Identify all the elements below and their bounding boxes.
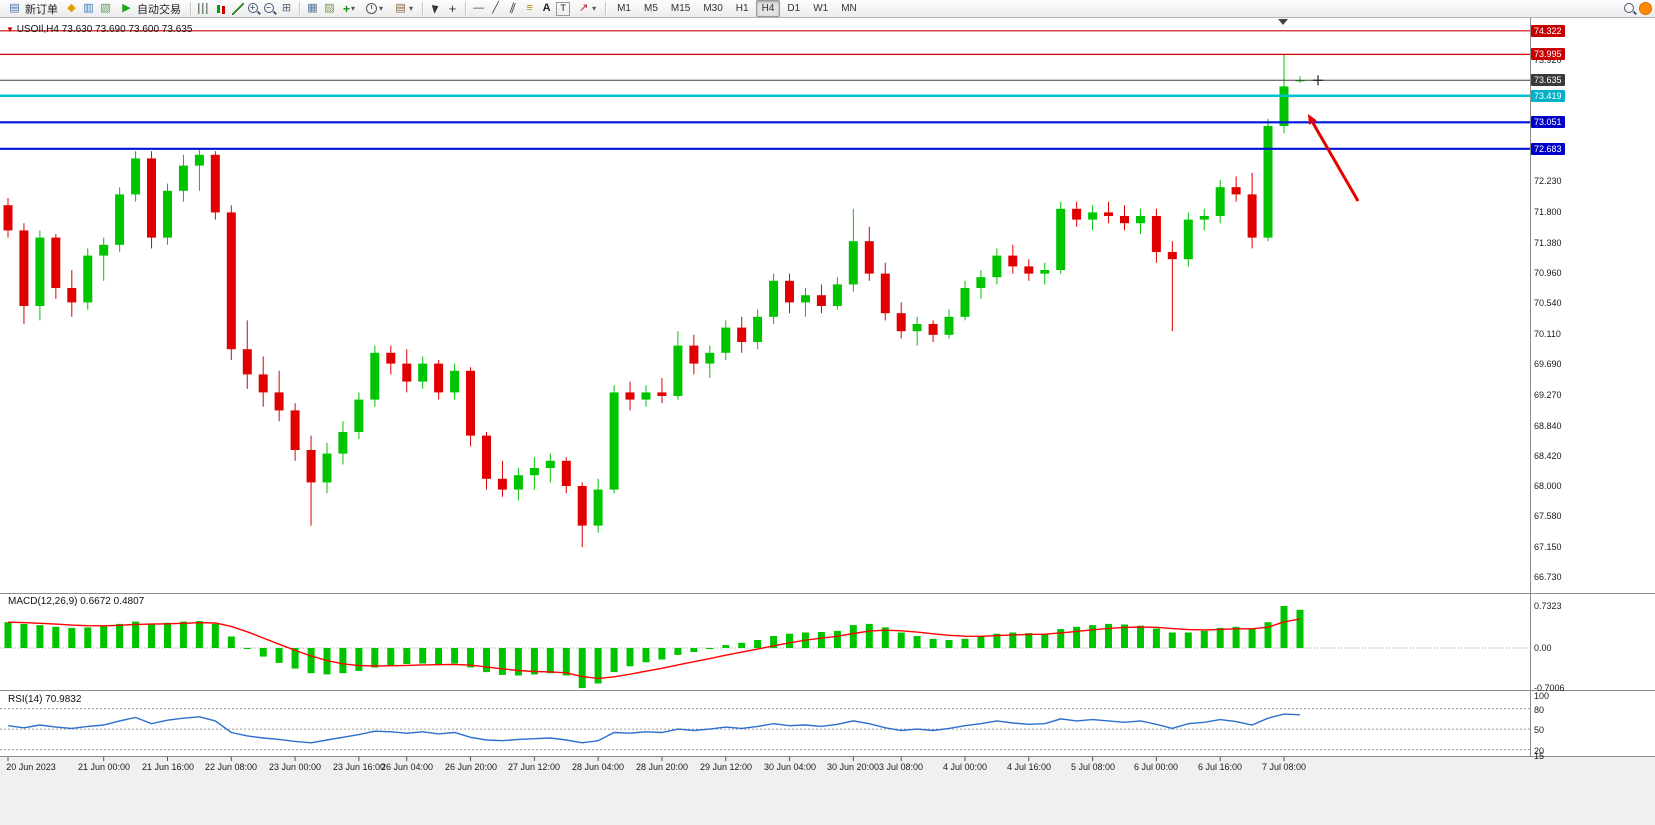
clock-icon xyxy=(365,2,378,15)
chevron-down-icon: ▾ xyxy=(409,4,414,13)
timeframe-button-W1[interactable]: W1 xyxy=(813,3,829,14)
timeframe-button-H4[interactable]: H4 xyxy=(755,0,781,17)
timeframe-button-group: M1 M5 M15 M30 H1 H4 D1 W1 MN xyxy=(611,0,863,17)
toolbar: ▤ 新订单 ◆ ▥ ▧ ▶ 自动交易 + − ⊞ ▦ ▨ + ▾ ▾ ▤ ▾ + xyxy=(0,0,1655,18)
timeframe-button-M30[interactable]: M30 xyxy=(703,3,723,14)
alerts-icon[interactable]: ◆ xyxy=(67,2,76,14)
text-tool-icon[interactable]: A xyxy=(542,2,551,14)
new-order-button[interactable]: ▤ 新订单 xyxy=(3,1,62,17)
text-label-tool-icon[interactable]: T xyxy=(556,1,571,16)
timeframe-button-M1[interactable]: M1 xyxy=(617,3,631,14)
templates-button[interactable]: ▤ ▾ xyxy=(389,1,417,17)
timeframe-button-M15[interactable]: M15 xyxy=(670,3,691,14)
auto-trading-button[interactable]: ▶ 自动交易 xyxy=(115,1,185,17)
level-lines[interactable] xyxy=(0,30,1530,150)
market-watch-icon[interactable]: ▥ xyxy=(83,2,94,14)
channel-tool-icon[interactable]: ∥ xyxy=(508,1,518,15)
horizontal-line-tool-icon[interactable]: — xyxy=(473,2,485,14)
toolbar-separator xyxy=(422,2,424,15)
toolbar-separator xyxy=(465,2,467,15)
arrow-tool-icon: ↗ xyxy=(578,2,589,14)
timeframe-button-MN[interactable]: MN xyxy=(841,3,857,14)
last-price-marker xyxy=(1313,75,1323,86)
cursor-tool-icon[interactable] xyxy=(428,1,443,16)
periods-button[interactable]: ▾ xyxy=(361,1,387,17)
candles xyxy=(3,54,1305,548)
charts-cascade-icon[interactable]: ▦ xyxy=(307,2,318,14)
profiles-icon[interactable]: ▨ xyxy=(324,2,335,14)
chevron-down-icon: ▾ xyxy=(379,4,384,13)
zoom-out-icon[interactable]: − xyxy=(263,2,277,16)
time-axis[interactable] xyxy=(0,757,1530,781)
auto-trading-play-icon: ▶ xyxy=(122,2,131,14)
indicators-add-button[interactable]: + ▾ xyxy=(339,1,359,17)
new-order-icon: ▤ xyxy=(9,2,20,14)
timeframe-button-H1[interactable]: H1 xyxy=(735,3,749,14)
chevron-down-icon: ▾ xyxy=(592,4,597,13)
candlestick-chart-mode-icon[interactable] xyxy=(213,1,228,16)
fibonacci-tool-icon[interactable]: ≡ xyxy=(526,2,533,14)
template-icon: ▤ xyxy=(395,2,406,14)
rsi-panel xyxy=(0,708,1530,751)
bar-chart-mode-icon[interactable] xyxy=(196,1,211,16)
search-icon[interactable] xyxy=(1623,2,1637,16)
new-order-label: 新订单 xyxy=(25,3,58,16)
tile-windows-icon[interactable]: ⊞ xyxy=(281,2,292,14)
navigator-icon[interactable]: ▧ xyxy=(100,2,111,14)
chevron-down-icon: ▾ xyxy=(351,4,356,13)
auto-trading-label: 自动交易 xyxy=(137,3,181,16)
panel-separators xyxy=(0,18,1655,757)
crosshair-tool-icon[interactable]: + xyxy=(448,1,457,16)
line-chart-mode-icon[interactable] xyxy=(230,1,245,16)
toolbar-separator xyxy=(605,2,607,15)
notification-icon[interactable] xyxy=(1639,2,1652,15)
arrows-tool-button[interactable]: ↗ ▾ xyxy=(572,1,600,17)
macd-panel xyxy=(0,606,1530,689)
trendline-tool-icon[interactable]: ╱ xyxy=(492,2,499,14)
arrow-annotation[interactable] xyxy=(1308,114,1360,202)
timeframe-button-D1[interactable]: D1 xyxy=(787,3,801,14)
toolbar-separator xyxy=(299,2,300,15)
add-indicator-icon: + xyxy=(343,1,351,16)
toolbar-separator xyxy=(190,2,191,15)
timeframe-button-M5[interactable]: M5 xyxy=(643,3,658,14)
price-axis[interactable] xyxy=(1530,18,1655,757)
zoom-in-icon[interactable]: + xyxy=(247,2,261,16)
time-axis-strip xyxy=(0,757,1655,825)
